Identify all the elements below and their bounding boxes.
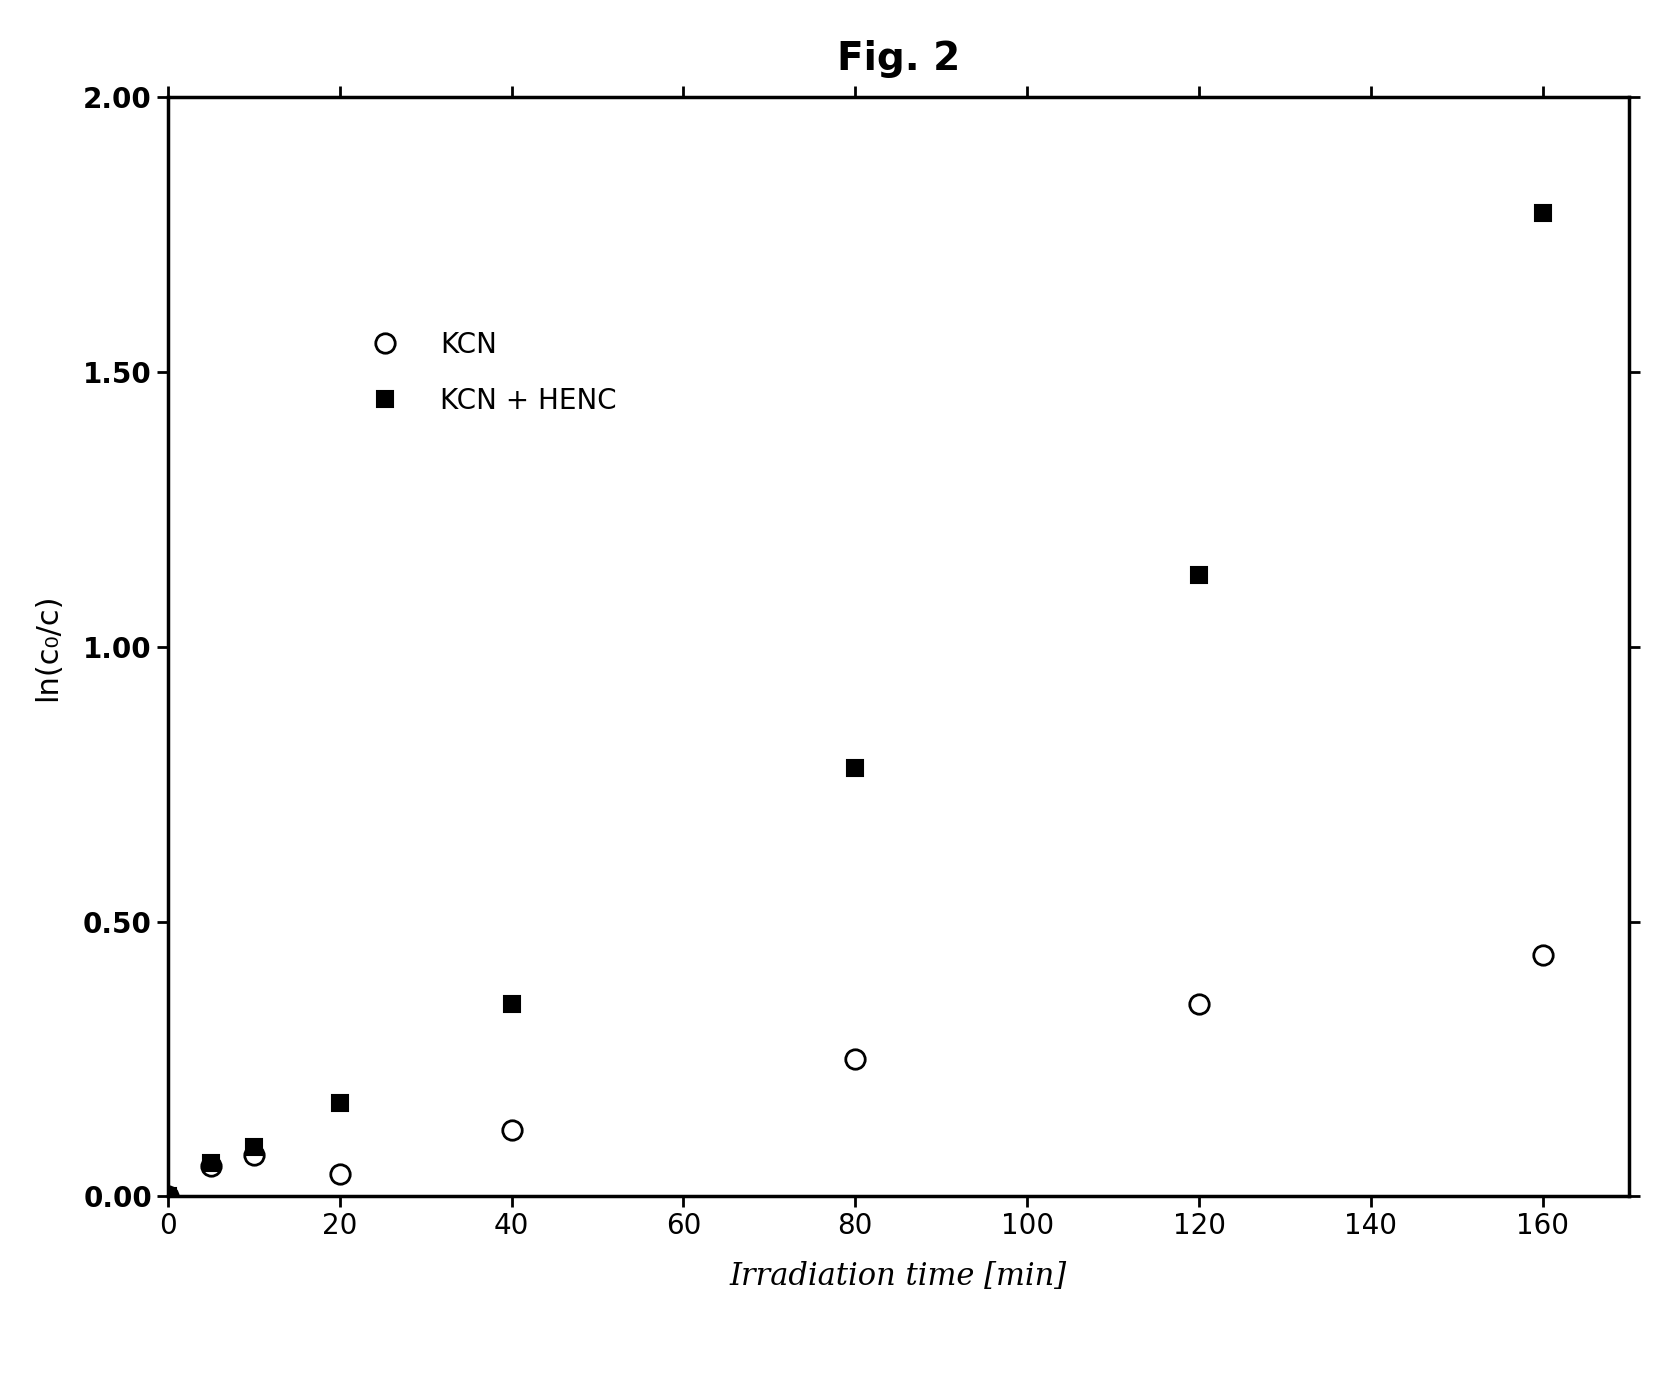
KCN	[329, 1166, 349, 1182]
Title: Fig. 2: Fig. 2	[836, 39, 960, 78]
KCN	[158, 1188, 178, 1205]
X-axis label: Irradiation time [min]: Irradiation time [min]	[730, 1262, 1066, 1292]
KCN + HENC	[845, 759, 865, 776]
KCN + HENC	[243, 1138, 264, 1155]
KCN	[502, 1123, 522, 1139]
KCN + HENC	[1533, 204, 1553, 221]
KCN	[1189, 996, 1209, 1013]
Line: KCN: KCN	[158, 944, 1553, 1206]
Legend: KCN, KCN + HENC: KCN, KCN + HENC	[358, 331, 618, 415]
KCN	[1533, 946, 1553, 963]
KCN	[243, 1146, 264, 1163]
KCN + HENC	[502, 996, 522, 1013]
KCN + HENC	[201, 1155, 222, 1171]
KCN	[845, 1050, 865, 1067]
KCN + HENC	[1189, 568, 1209, 584]
Y-axis label: ln(c₀/c): ln(c₀/c)	[34, 593, 62, 701]
KCN	[201, 1157, 222, 1174]
KCN + HENC	[158, 1188, 178, 1205]
Line: KCN + HENC: KCN + HENC	[160, 204, 1551, 1205]
KCN + HENC	[329, 1095, 349, 1111]
